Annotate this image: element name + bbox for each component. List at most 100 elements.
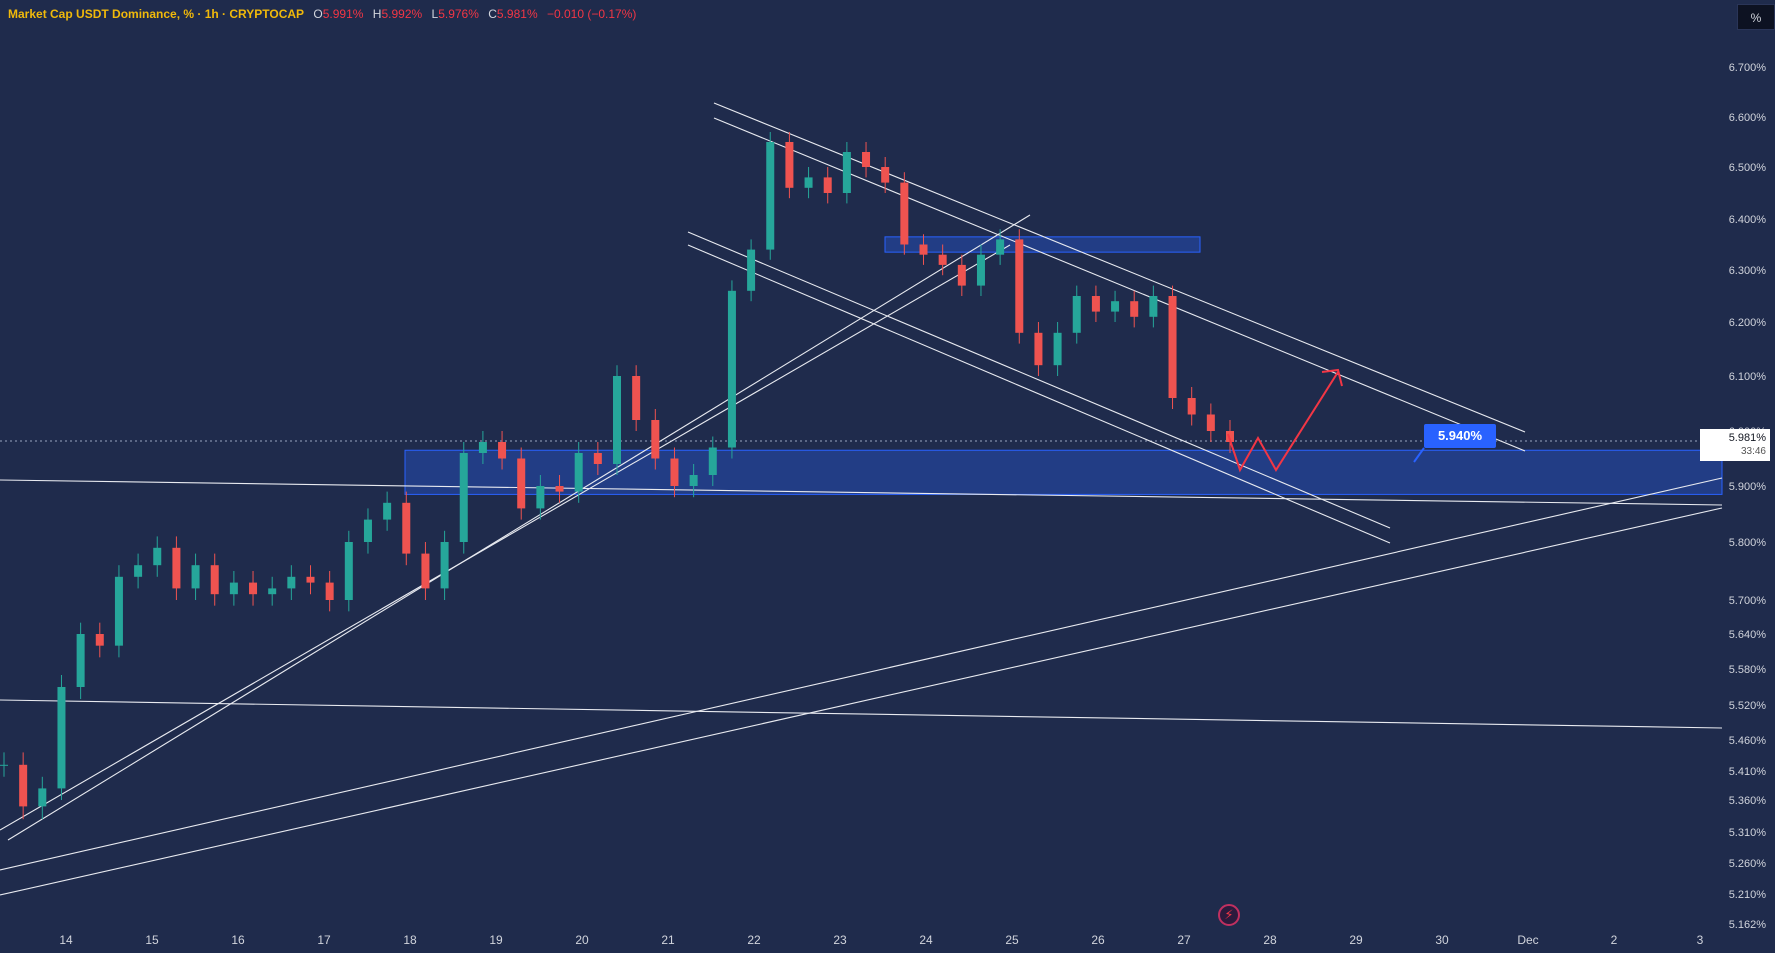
date-tick-label: 3 (1697, 933, 1704, 947)
trend-line-3 (0, 244, 1011, 831)
candle-body (114, 576, 123, 646)
trend-line-5 (0, 507, 1723, 896)
candle-body (191, 565, 200, 589)
trend-line-8 (713, 102, 1526, 433)
trend-line-6 (687, 231, 1391, 529)
candle-body (842, 152, 851, 193)
candle-body (498, 442, 507, 459)
trend-line-7 (687, 244, 1391, 544)
candle-body (555, 486, 564, 492)
price-tick-label: 6.400% (1729, 214, 1767, 226)
candle-body (593, 453, 602, 464)
price-tick-label: 5.410% (1729, 766, 1767, 778)
candle-body (363, 519, 372, 542)
date-tick-label: 28 (1263, 933, 1277, 947)
date-tick-label: Dec (1517, 933, 1538, 947)
candle-body (1111, 301, 1120, 312)
candle-body (900, 182, 909, 245)
candle-body (766, 142, 775, 250)
candle-body (268, 588, 277, 595)
price-tick-label: 5.900% (1729, 481, 1767, 493)
close-label: C (488, 7, 497, 21)
bar-countdown: 33:46 (1740, 446, 1766, 457)
candle-body (1226, 431, 1234, 442)
candle-body (95, 634, 104, 646)
candle-body (478, 442, 487, 453)
price-tick-label: 5.260% (1729, 858, 1767, 870)
candle-body (1130, 301, 1139, 317)
lightning-icon[interactable]: ⚡ (1218, 904, 1240, 926)
candle-body (306, 576, 315, 583)
candle-body (459, 453, 468, 542)
candle-body (1072, 296, 1081, 333)
candle-body (823, 177, 832, 193)
target-price-tag[interactable]: 5.940% (1424, 424, 1496, 448)
open-label: O (313, 7, 323, 21)
candle-body (938, 254, 947, 265)
close-value: 5.981% (496, 7, 538, 21)
price-tick-label: 5.700% (1729, 595, 1767, 607)
trend-line-9 (713, 117, 1526, 452)
price-tick-label: 6.100% (1729, 371, 1767, 383)
candle-body (632, 376, 641, 420)
price-tick-label: 6.200% (1729, 317, 1767, 329)
candle-body (747, 249, 756, 291)
trend-line-1 (0, 699, 1723, 729)
candle-body (325, 582, 334, 600)
candle-body (862, 152, 871, 167)
current-price-value: 5.981% (1728, 432, 1766, 444)
projection-arrowhead (1321, 368, 1343, 387)
date-tick-label: 26 (1091, 933, 1105, 947)
date-tick-label: 18 (403, 933, 417, 947)
change-value: −0.010 (−0.17%) (546, 7, 637, 21)
date-tick-label: 21 (661, 933, 675, 947)
date-tick-label: 22 (747, 933, 761, 947)
candle-body (1015, 239, 1024, 333)
zone-0 (404, 449, 1723, 495)
low-value: 5.976% (438, 7, 479, 21)
low-label: L (431, 7, 439, 21)
candle-body (172, 547, 181, 589)
price-tick-label: 5.162% (1729, 919, 1767, 931)
date-tick-label: 24 (919, 933, 933, 947)
price-tick-label: 5.310% (1729, 827, 1767, 839)
candle-body (996, 239, 1005, 255)
candle-body (134, 565, 143, 577)
candle-body (1168, 296, 1177, 398)
candle-body (919, 244, 928, 255)
candle-body (229, 582, 238, 595)
price-tick-label: 5.800% (1729, 537, 1767, 549)
candle-body (689, 475, 698, 486)
candle-body (210, 565, 219, 595)
date-tick-label: 14 (59, 933, 73, 947)
current-price-badge: 5.981% 33:46 (1700, 429, 1770, 461)
candle-body (976, 254, 985, 286)
candle-body (670, 458, 679, 486)
symbol-title: Market Cap USDT Dominance, % · 1h · CRYP… (8, 7, 305, 21)
candle-body (536, 486, 545, 509)
price-tick-label: 6.300% (1729, 265, 1767, 277)
candle-body (574, 453, 583, 492)
candle-body (0, 764, 8, 766)
percent-scale-button[interactable]: % (1737, 4, 1775, 30)
candle-body (344, 542, 353, 600)
candle-body (421, 553, 430, 589)
date-tick-label: 29 (1349, 933, 1363, 947)
trend-line-4 (0, 477, 1723, 871)
candle-body (785, 142, 794, 188)
candle-body (249, 582, 258, 595)
candle-body (440, 542, 449, 589)
candle-body (957, 264, 966, 286)
candle-body (651, 420, 660, 459)
date-tick-label: 30 (1435, 933, 1449, 947)
date-tick-label: 16 (231, 933, 245, 947)
price-tick-label: 5.460% (1729, 735, 1767, 747)
date-tick-label: 2 (1611, 933, 1618, 947)
date-tick-label: 20 (575, 933, 589, 947)
date-tick-label: 17 (317, 933, 331, 947)
candle-body (1187, 398, 1196, 415)
date-tick-label: 15 (145, 933, 159, 947)
candle-body (57, 687, 66, 789)
